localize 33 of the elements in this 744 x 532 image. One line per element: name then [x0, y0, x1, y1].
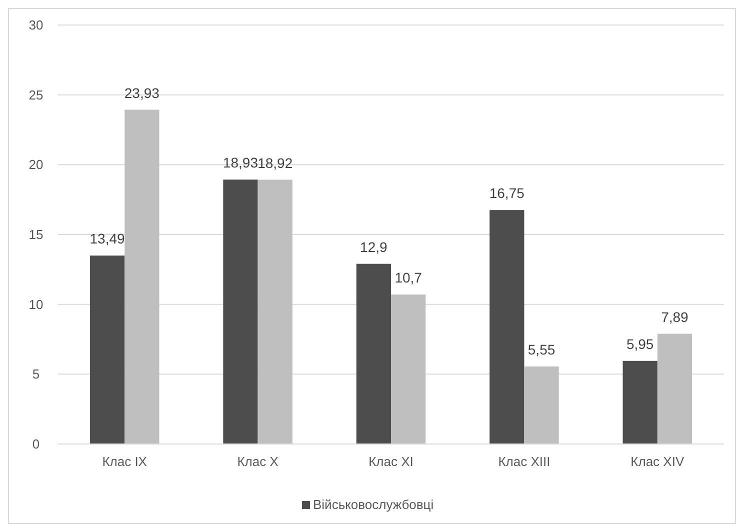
- bar: [391, 294, 426, 444]
- data-label: 7,89: [661, 308, 689, 325]
- bar: [258, 180, 292, 444]
- x-tick-label: Клас XIV: [630, 454, 684, 469]
- bar: [124, 110, 160, 444]
- bar: [90, 256, 125, 444]
- data-label: 5,55: [528, 341, 556, 358]
- bar: [622, 360, 658, 444]
- y-tick-label: 30: [28, 18, 44, 33]
- y-tick-label: 0: [32, 436, 40, 452]
- data-label: 12,9: [360, 238, 388, 255]
- data-label: 23,93: [124, 84, 160, 101]
- data-label: 18,92: [258, 154, 293, 171]
- bar: [524, 366, 559, 444]
- data-label: 18,93: [222, 154, 258, 171]
- data-label: 16,75: [489, 185, 525, 202]
- y-tick-label: 25: [28, 87, 44, 102]
- x-tick-label: Клас XI: [368, 454, 414, 469]
- data-label: 13,49: [90, 230, 126, 247]
- x-tick-label: Клас IX: [102, 454, 148, 469]
- x-tick-label: Клас X: [237, 454, 279, 469]
- data-label: 5,95: [626, 336, 654, 352]
- data-label: 10,7: [394, 270, 422, 286]
- y-tick-label: 20: [28, 157, 44, 172]
- legend-label: Військовослужбовці: [313, 497, 434, 512]
- bar: [657, 334, 692, 444]
- x-tick-label: Клас XIII: [498, 454, 550, 469]
- bar: [223, 180, 258, 444]
- y-tick-label: 5: [32, 366, 40, 382]
- bar: [356, 264, 391, 444]
- y-tick-label: 10: [28, 296, 44, 312]
- y-tick-label: 15: [28, 227, 44, 242]
- bar: [490, 210, 524, 444]
